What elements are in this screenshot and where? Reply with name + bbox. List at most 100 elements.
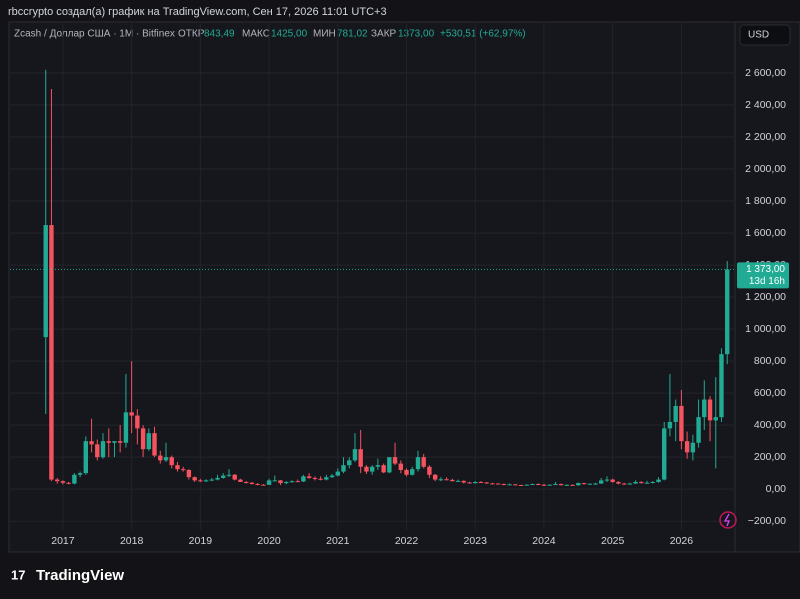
candle-body: [95, 444, 100, 458]
candle-body: [55, 479, 60, 482]
candle-body: [289, 481, 295, 483]
countdown-label: 13d 16h: [749, 276, 785, 287]
candle-body: [295, 481, 300, 483]
candle-body: [163, 457, 169, 461]
candle-body: [404, 469, 409, 475]
candle-body: [226, 474, 232, 476]
candle-body: [347, 460, 352, 466]
candle-body: [490, 483, 495, 485]
candle-body: [410, 469, 415, 475]
candle-body: [272, 480, 277, 482]
candle-body: [644, 482, 650, 484]
candle-body: [135, 415, 140, 429]
candle-body: [558, 484, 564, 486]
candle-body: [72, 474, 77, 484]
candle-body: [501, 484, 507, 486]
change-value: +530,51 (+62,97%): [440, 29, 526, 40]
candle-body: [112, 441, 117, 443]
open-label: ОТКР: [178, 29, 205, 40]
candle-body: [329, 475, 335, 478]
candle-body: [43, 225, 48, 338]
y-tick-label: −200,00: [748, 515, 786, 527]
candle-body: [650, 481, 655, 483]
candle-body: [318, 478, 323, 480]
x-tick-label: 2026: [670, 535, 694, 547]
candle-body: [541, 484, 547, 486]
candle-body: [570, 484, 575, 486]
candle-body: [713, 417, 718, 421]
candle-body: [599, 480, 604, 484]
candle-body: [473, 481, 478, 484]
candle-body: [461, 480, 466, 483]
candle-body: [129, 412, 134, 416]
chart-panel: [8, 21, 800, 553]
logo-text: TradingView: [36, 567, 124, 584]
candle-body: [146, 433, 152, 450]
candle-body: [633, 481, 638, 484]
y-tick-label: 1 800,00: [745, 195, 786, 207]
plot: [10, 22, 735, 530]
candle-body: [117, 441, 123, 443]
candle-body: [152, 433, 157, 456]
candle-body: [140, 428, 146, 450]
close-value: 1373,00: [398, 29, 435, 40]
y-tick-label: 0,00: [766, 483, 787, 495]
candle-body: [364, 466, 369, 472]
candle-body: [673, 405, 678, 422]
candle-body: [175, 465, 180, 470]
candle-body: [284, 481, 289, 484]
candle-body: [576, 483, 581, 486]
candle-body: [180, 469, 186, 471]
candle-body: [518, 485, 524, 487]
candle-body: [243, 481, 249, 483]
candle-body: [60, 481, 66, 483]
y-tick-label: 800,00: [754, 355, 786, 367]
candle-body: [123, 412, 129, 443]
y-tick-label: 1 600,00: [745, 227, 786, 239]
last-price-label: 1 373,00: [746, 264, 785, 275]
candle-body: [587, 483, 592, 485]
candle-body: [455, 480, 461, 482]
candle-body: [238, 479, 243, 482]
candle-body: [215, 477, 220, 480]
currency-text[interactable]: USD: [748, 30, 769, 41]
low-value: 781,02: [337, 29, 368, 40]
candle-body: [604, 479, 610, 481]
candle-body: [427, 466, 432, 475]
candle-body: [553, 484, 558, 486]
candle-body: [725, 269, 730, 355]
candle-body: [702, 399, 707, 418]
candle-body: [432, 474, 438, 480]
candle-body: [438, 479, 444, 481]
x-tick-label: 2020: [257, 535, 281, 547]
candle-body: [352, 449, 358, 461]
lightning-icon[interactable]: [719, 511, 737, 529]
candle-body: [266, 480, 272, 485]
x-tick-label: 2018: [120, 535, 144, 547]
candle-body: [49, 225, 54, 480]
candle-body: [679, 405, 684, 442]
currency-button[interactable]: [739, 24, 791, 46]
candle-body: [593, 483, 598, 485]
x-tick-label: 2024: [532, 535, 556, 547]
candle-body: [656, 479, 661, 482]
close-label: ЗАКР: [371, 29, 397, 40]
candle-body: [421, 457, 426, 467]
logo-mark: 17: [11, 567, 25, 582]
candle-body: [381, 465, 386, 473]
y-tick-label: 2 600,00: [745, 67, 786, 79]
y-tick-label: 600,00: [754, 387, 786, 399]
y-tick-label: 200,00: [754, 451, 786, 463]
candle-body: [186, 469, 192, 478]
candle-body: [398, 463, 404, 470]
candle-body: [89, 441, 94, 445]
high-value: 1425,00: [271, 29, 308, 40]
candle-body: [444, 479, 449, 481]
candle-body: [707, 399, 713, 421]
y-tick-label: 1 200,00: [745, 291, 786, 303]
candle-body: [301, 476, 306, 482]
candle-body: [639, 481, 644, 484]
candle-body: [261, 484, 266, 486]
candle-body: [358, 449, 363, 467]
candle-body: [719, 354, 724, 418]
